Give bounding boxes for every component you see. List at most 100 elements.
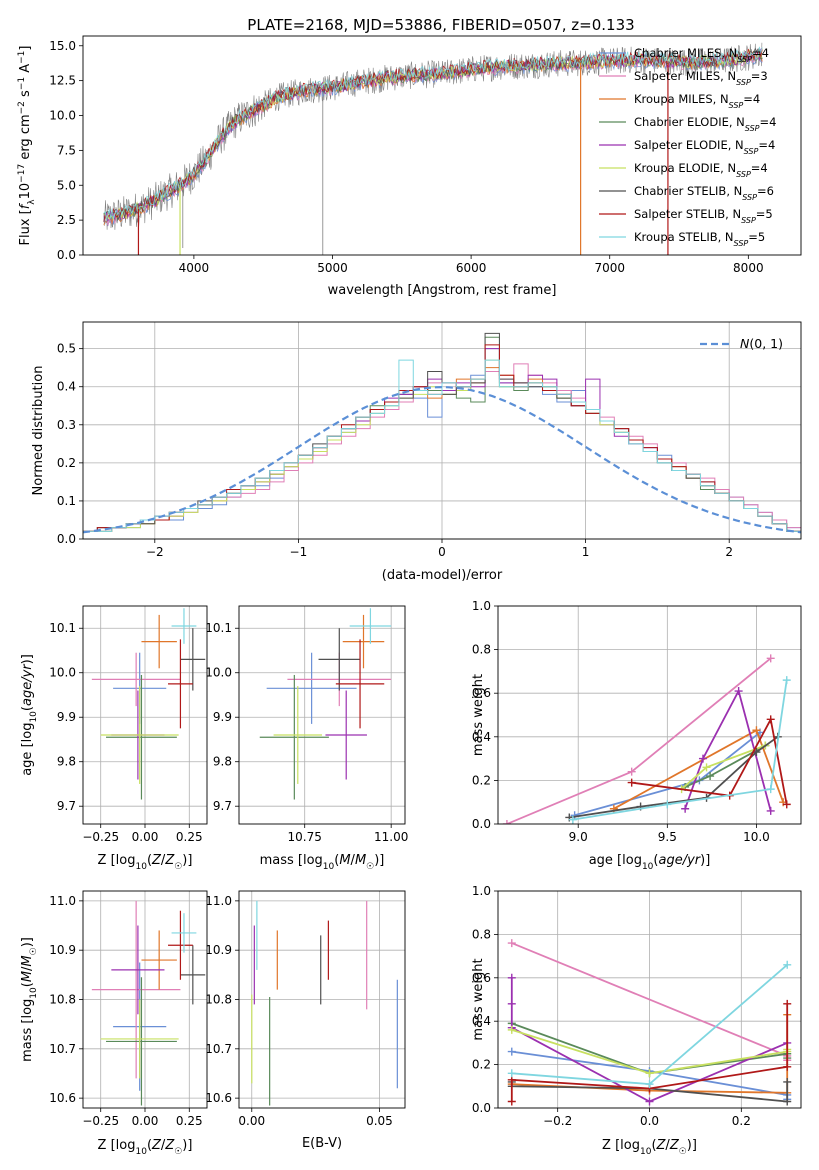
spectrum-model-salpeter_stelib — [103, 48, 763, 223]
weight_vs_z-marker — [645, 1080, 654, 1089]
mass_vs_z-frame — [82, 890, 208, 1109]
spectrum-ylabel-part: A — [18, 64, 33, 77]
spectrum-xtick-label: 4000 — [179, 261, 210, 275]
mass_vs_z-ytick-label: 10.6 — [49, 1091, 76, 1105]
spectrum-xtick-label: 5000 — [317, 261, 348, 275]
weight_vs_age-plot-area — [502, 654, 791, 824]
age_vs_z-xlabel-part: Z [log — [98, 853, 136, 868]
weight_vs_age-ytick-label: 0.4 — [472, 730, 491, 744]
spectrum-legend-label: Salpeter MILES, NSSP=3 — [634, 69, 768, 87]
mass_vs_z-ylabel-part: )] — [20, 937, 35, 947]
residuals-ytick-label: 0.5 — [57, 342, 76, 356]
legend-text: Chabrier ELODIE, N — [634, 115, 745, 129]
age_vs_z-ytick-label: 10.0 — [49, 666, 76, 680]
residuals-xtick-label: 2 — [725, 545, 733, 559]
age_vs_mass-ytick-label: 9.8 — [213, 755, 232, 769]
weight_vs_z-marker — [783, 1077, 792, 1086]
mass_vs_z-ylabel-part: M — [20, 971, 35, 982]
mass_vs_z-ylabel-part: / — [20, 966, 35, 971]
age_vs_mass-xlabel-part: M — [339, 853, 350, 868]
spectrum-ylabel-part: Flux [ — [18, 209, 33, 245]
legend-text: =3 — [751, 69, 768, 83]
legend-text: Chabrier STELIB, N — [634, 184, 742, 198]
spectrum-ytick-label: 5.0 — [57, 178, 76, 192]
weight_vs_z-marker — [507, 1047, 516, 1056]
spectrum-ylabel-part: −1 — [17, 77, 27, 90]
weight_vs_age-marker — [752, 726, 761, 735]
weight_vs_age-ytick-label: 0.0 — [472, 817, 491, 831]
mass_vs_z-ytick-label: 10.7 — [49, 1042, 76, 1056]
weight_vs_z-xlabel-part: Z — [669, 1138, 680, 1153]
weight_vs_z-xlabel-part: ( — [651, 1138, 656, 1153]
weight_vs_age-marker — [782, 676, 791, 685]
weight_vs_age-xlabel-part: age [log — [589, 853, 642, 868]
mass_vs_ebv-ytick-label: 10.7 — [205, 1042, 232, 1056]
mass_vs_z-xlabel-part: Z — [164, 1138, 175, 1153]
weight_vs_age-marker — [627, 767, 636, 776]
mass_vs_z-xlabel-part: / — [161, 1138, 166, 1153]
weight_vs_z-plot-area — [507, 939, 792, 1106]
weight_vs_age-xtick-label: 10.0 — [743, 830, 770, 844]
legend-text: Kroupa MILES, N — [634, 92, 729, 106]
weight_vs_z-xlabel-part: Z — [656, 1138, 667, 1153]
spectrum-legend-label: Kroupa STELIB, NSSP=5 — [634, 230, 765, 248]
weight_vs_z-marker — [645, 1097, 654, 1106]
legend-sub: SSP — [729, 101, 744, 110]
residuals-axes: −2 −1 0 1 2 0.0 0.1 0.2 0.3 0.4 0.5 — [57, 322, 801, 559]
age_vs_z-xlabel-part: )] — [182, 853, 192, 868]
weight_vs_age-marker — [766, 715, 775, 724]
weight_vs_age-marker — [698, 754, 707, 763]
spectrum-legend-label: Kroupa ELODIE, NSSP=4 — [634, 161, 768, 179]
mass_vs_z-xlabel-part: 10 — [135, 1147, 147, 1157]
weight_vs_age-marker — [766, 654, 775, 663]
residuals-xtick-label: 0 — [438, 545, 446, 559]
legend-sub: SSP — [737, 55, 752, 64]
age_vs_mass-frame — [238, 605, 406, 825]
legend-sub: SSP — [736, 78, 751, 87]
residuals-plot-area — [83, 332, 801, 539]
age_vs_z-xlabel-part: 10 — [135, 862, 147, 872]
spectrum-plot-area — [103, 42, 763, 255]
weight_vs_z-marker — [507, 1069, 516, 1078]
spectrum-ytick-label: 2.5 — [57, 213, 76, 227]
spectrum-legend-label: Kroupa MILES, NSSP=4 — [634, 92, 760, 110]
legend-sub: SSP — [741, 216, 756, 225]
spectrum-ytick-label: 7.5 — [57, 143, 76, 157]
age_vs_mass-ytick-label: 9.9 — [213, 710, 232, 724]
weight_vs_age-series-salpeter_miles — [506, 657, 772, 824]
age_vs_z-ylabel-part: age/yr — [20, 663, 35, 706]
mass_vs_ebv-ytick-label: 11.0 — [205, 894, 232, 908]
weight_vs_age-marker — [766, 806, 775, 815]
age_vs_mass-xtick-label: 10.75 — [288, 830, 322, 844]
weight_vs_z-ytick-label: 0.0 — [472, 1101, 491, 1115]
age_vs_mass-xlabel-part: / — [351, 853, 356, 868]
age_vs_z-ytick-label: 9.9 — [57, 710, 76, 724]
mass_vs_z-ytick-label: 10.8 — [49, 993, 76, 1007]
legend-text: =4 — [751, 161, 768, 175]
weight_vs_z-marker — [507, 999, 516, 1008]
spectrum-frame — [82, 35, 802, 256]
age_vs_mass-axes: 10.75 11.00 9.7 9.8 9.9 10.0 10.1 — [205, 606, 408, 844]
age_vs_mass-plot-area — [259, 608, 392, 800]
legend-text: =4 — [760, 115, 777, 129]
spectrum-xtick-label: 6000 — [456, 261, 487, 275]
age_vs_z-xtick-label: 0.00 — [132, 830, 159, 844]
age_vs_z-ylabel-part: ( — [20, 706, 35, 711]
mass_vs_z-xlabel-part: ( — [147, 1138, 152, 1153]
weight_vs_z-ytick-label: 0.2 — [472, 1058, 491, 1072]
legend-text: =4 — [743, 92, 760, 106]
weight_vs_age-series-chabrier_stelib — [569, 736, 779, 819]
spectrum-xtick-label: 7000 — [594, 261, 625, 275]
spectrum-legend-label: Salpeter STELIB, NSSP=5 — [634, 207, 773, 225]
mass_vs_z-ylabel-part: mass [log — [20, 999, 35, 1062]
residuals-ytick-label: 0.0 — [57, 532, 76, 546]
age_vs_mass-xlabel-part: ☉ — [366, 862, 374, 872]
residuals-ytick-label: 0.4 — [57, 380, 76, 394]
weight_vs_age-marker — [681, 804, 690, 813]
legend-text: (0, 1) — [749, 336, 783, 351]
mass_vs_ebv-ytick-label: 10.9 — [205, 943, 232, 957]
legend-text: =5 — [748, 230, 765, 244]
weight_vs_age-marker — [627, 778, 636, 787]
mass_vs_z-xlabel: Z [log10(Z/Z☉)] — [98, 1138, 193, 1157]
